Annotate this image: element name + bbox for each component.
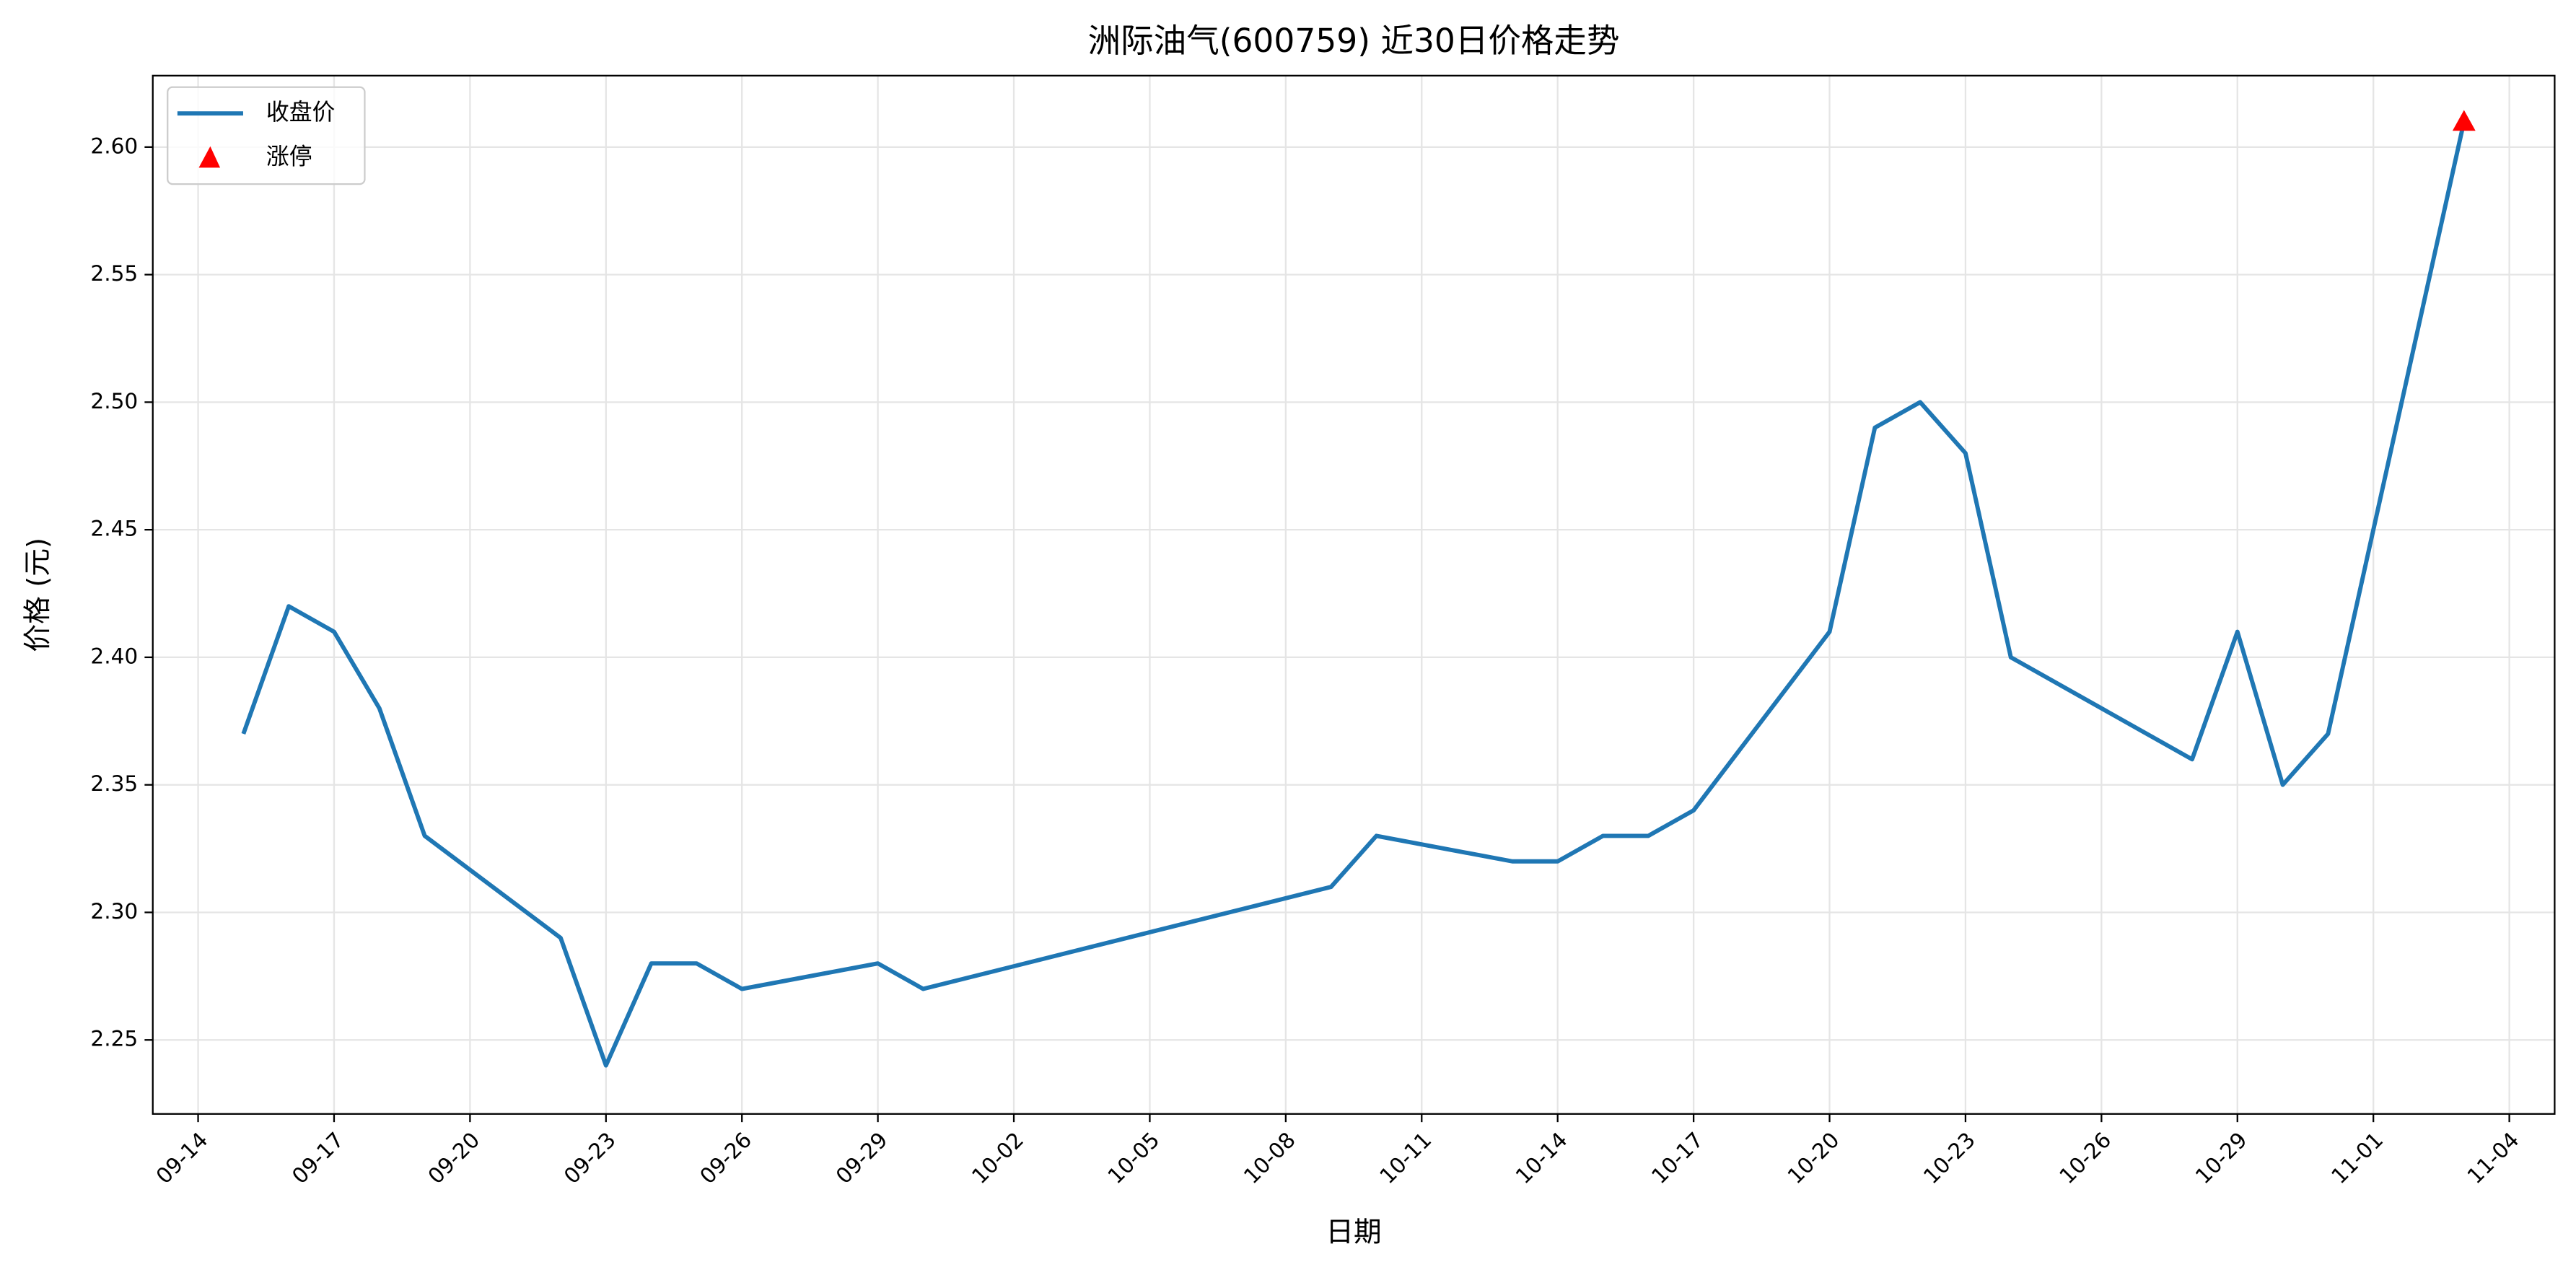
plot-frame <box>152 74 2556 1115</box>
chart-title: 洲际油气(600759) 近30日价格走势 <box>1088 22 1620 60</box>
legend-label: 收盘价 <box>266 98 336 126</box>
x-axis-label: 日期 <box>1326 1216 1381 1248</box>
legend-swatch <box>198 146 221 168</box>
y-axis-label: 价格 (元) <box>22 538 54 652</box>
y-tick-label: 2.50 <box>90 389 138 413</box>
limit-up-marker <box>2452 110 2476 131</box>
y-tick-label: 2.60 <box>90 133 138 158</box>
y-tick-label: 2.35 <box>90 771 138 796</box>
y-tick-label: 2.55 <box>90 261 138 286</box>
y-tick-label: 2.40 <box>90 644 138 668</box>
y-tick-label: 2.30 <box>90 899 138 924</box>
y-tick-label: 2.45 <box>90 517 138 541</box>
legend-label: 涨停 <box>266 143 312 170</box>
price-line <box>241 121 2466 1068</box>
y-tick-label: 2.25 <box>90 1027 138 1051</box>
